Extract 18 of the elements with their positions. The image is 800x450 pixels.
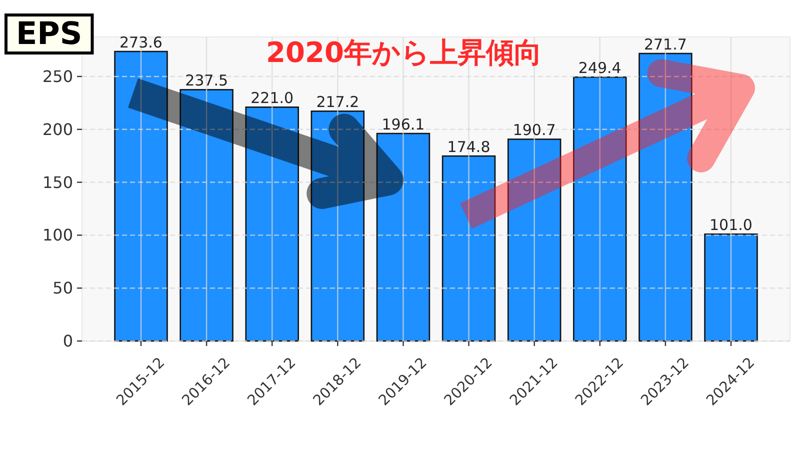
data-label: 237.5 (185, 72, 228, 90)
data-label: 174.8 (447, 138, 490, 156)
data-label: 273.6 (120, 33, 162, 52)
data-label: 221.0 (250, 89, 294, 108)
y-tick-label: 150 (42, 172, 73, 192)
data-label: 271.7 (644, 36, 687, 54)
y-tick-label: 50 (52, 278, 73, 298)
y-tick-label: 100 (42, 226, 73, 245)
chart-title: EPS (16, 16, 82, 52)
y-tick-label: 250 (42, 66, 73, 86)
y-tick-label: 200 (42, 120, 73, 139)
annotation: 2020年から上昇傾向 (266, 36, 542, 69)
data-label: 190.7 (512, 121, 556, 140)
y-tick-label: 0 (62, 332, 73, 350)
data-label: 249.4 (578, 59, 622, 78)
data-label: 101.0 (710, 216, 752, 234)
data-label: 196.1 (382, 116, 425, 134)
data-label: 217.2 (316, 93, 360, 112)
